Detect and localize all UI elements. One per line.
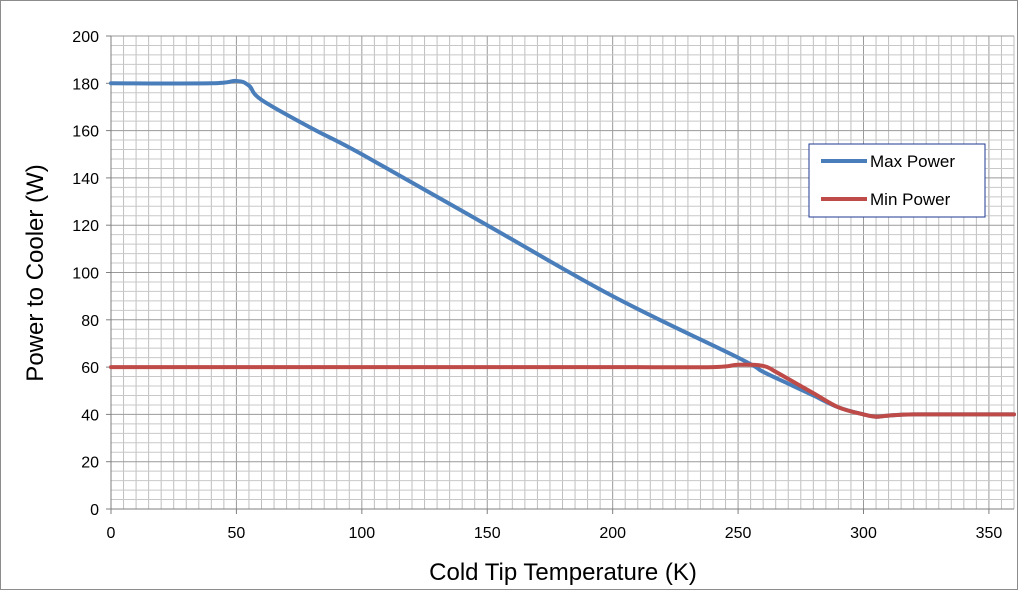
y-tick-label: 140 — [72, 171, 99, 188]
y-tick-label: 100 — [72, 266, 99, 283]
x-tick-label: 300 — [850, 525, 877, 542]
y-tick-label: 200 — [72, 29, 99, 46]
series-line-min-power — [109, 362, 1016, 419]
y-tick-label: 60 — [81, 360, 99, 377]
x-tick-label: 50 — [228, 525, 246, 542]
y-tick-label: 0 — [90, 502, 99, 519]
legend-box — [808, 143, 986, 218]
x-tick-label: 0 — [107, 525, 116, 542]
x-tick-label: 350 — [976, 525, 1003, 542]
y-tick-label: 40 — [81, 407, 99, 424]
grid — [110, 35, 1015, 510]
x-tick-label: 100 — [348, 525, 375, 542]
y-tick-label: 120 — [72, 218, 99, 235]
y-tick-label: 80 — [81, 313, 99, 330]
legend-label-min-power: Min Power — [870, 190, 951, 209]
y-tick-label: 20 — [81, 455, 99, 472]
y-tick-labels: 0 20 40 60 80 100 120 140 160 180 200 — [72, 29, 99, 519]
x-axis-title: Cold Tip Temperature (K) — [429, 559, 697, 586]
x-tick-label: 250 — [725, 525, 752, 542]
y-tick-label: 180 — [72, 76, 99, 93]
legend: Max Power Min Power — [808, 143, 986, 218]
x-tick-labels: 0 50 100 150 200 250 300 350 — [107, 525, 1003, 542]
axes — [106, 35, 1014, 514]
y-tick-label: 160 — [72, 124, 99, 141]
y-axis-title: Power to Cooler (W) — [22, 164, 49, 381]
x-tick-label: 150 — [474, 525, 501, 542]
series-lines — [109, 78, 1016, 419]
legend-label-max-power: Max Power — [870, 152, 955, 171]
x-tick-label: 200 — [599, 525, 626, 542]
